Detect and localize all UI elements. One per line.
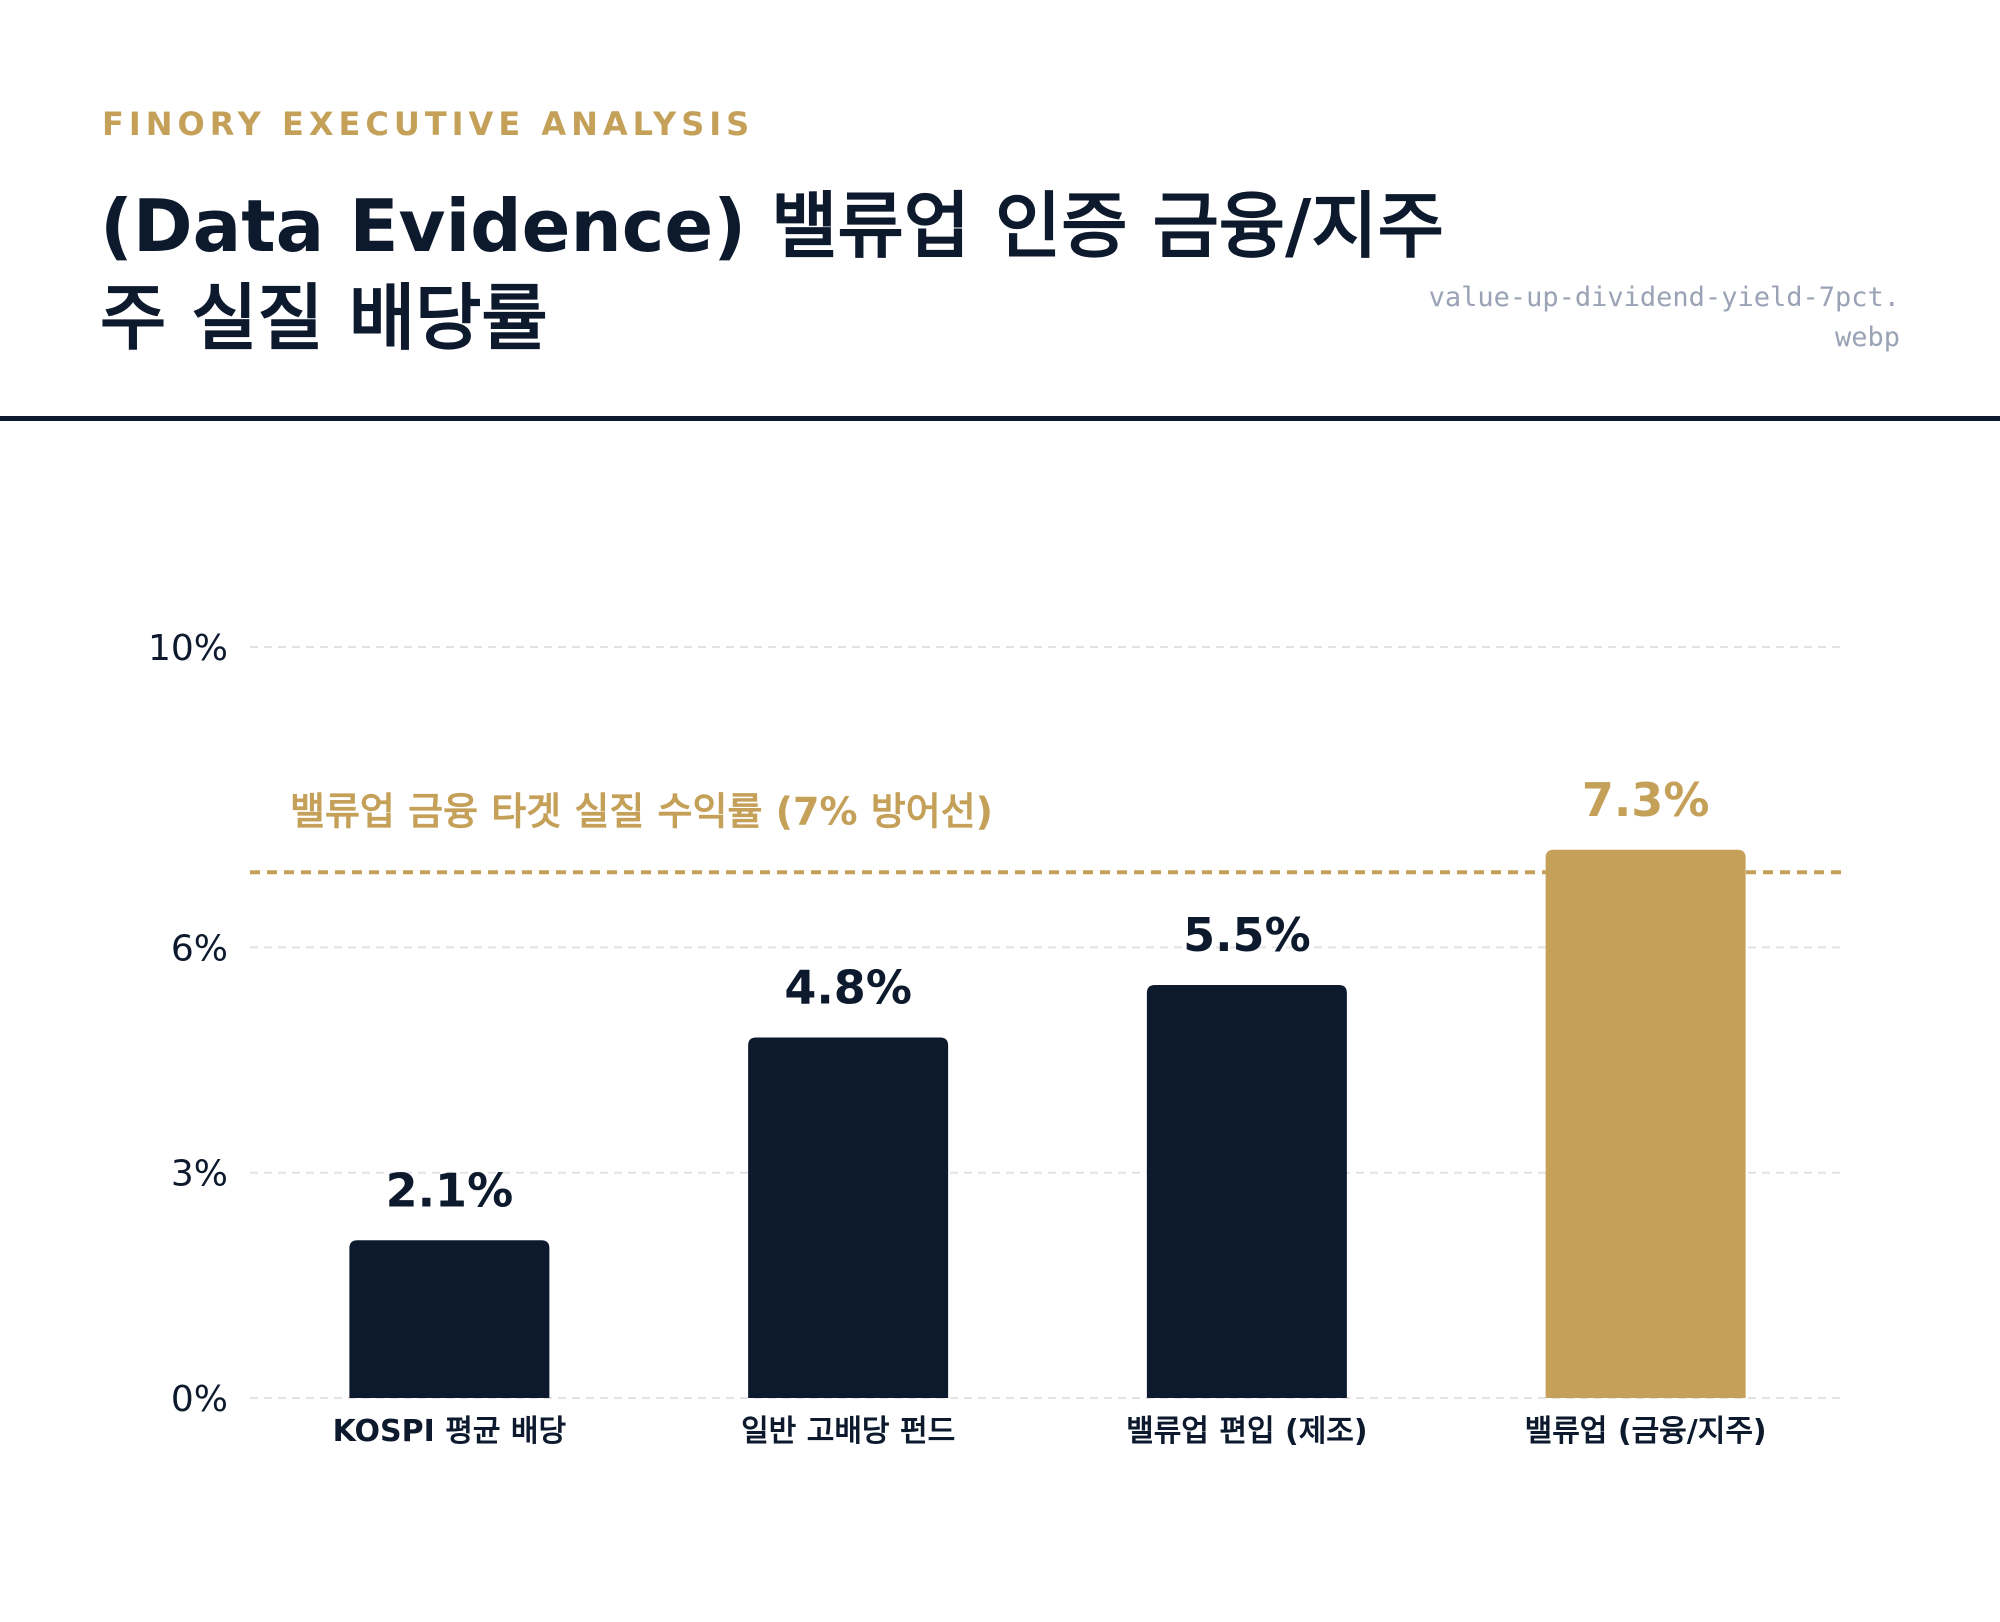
filename-label: value-up-dividend-yield-7pct.webp bbox=[1428, 282, 1900, 353]
value-label: 4.8% bbox=[784, 961, 912, 1015]
y-tick-label: 3% bbox=[171, 1154, 228, 1195]
value-label: 5.5% bbox=[1183, 908, 1311, 962]
x-tick-label: 밸류업 편입 (제조) bbox=[1126, 1414, 1368, 1449]
bar bbox=[349, 1240, 550, 1398]
bar bbox=[1545, 849, 1746, 1398]
header-divider bbox=[0, 416, 2000, 421]
x-tick-label: KOSPI 평균 배당 bbox=[333, 1414, 567, 1449]
x-tick-label: 일반 고배당 펀드 bbox=[741, 1414, 955, 1449]
value-label: 2.1% bbox=[386, 1163, 514, 1217]
y-tick-label: 6% bbox=[171, 928, 228, 969]
value-label: 7.3% bbox=[1582, 773, 1710, 827]
y-tick-label: 10% bbox=[148, 628, 228, 669]
y-tick-label: 0% bbox=[171, 1379, 228, 1420]
bar bbox=[1146, 984, 1347, 1398]
page-title: (Data Evidence) 밸류업 인증 금융/지주주 실질 배당률 bbox=[100, 184, 1444, 360]
x-tick-label: 밸류업 (금융/지주) bbox=[1525, 1414, 1767, 1449]
bar bbox=[748, 1037, 949, 1398]
eyebrow-label: FINORY EXECUTIVE ANALYSIS bbox=[102, 105, 755, 143]
reference-line-label: 밸류업 금융 타겟 실질 수익률 (7% 방어선) bbox=[290, 789, 993, 833]
